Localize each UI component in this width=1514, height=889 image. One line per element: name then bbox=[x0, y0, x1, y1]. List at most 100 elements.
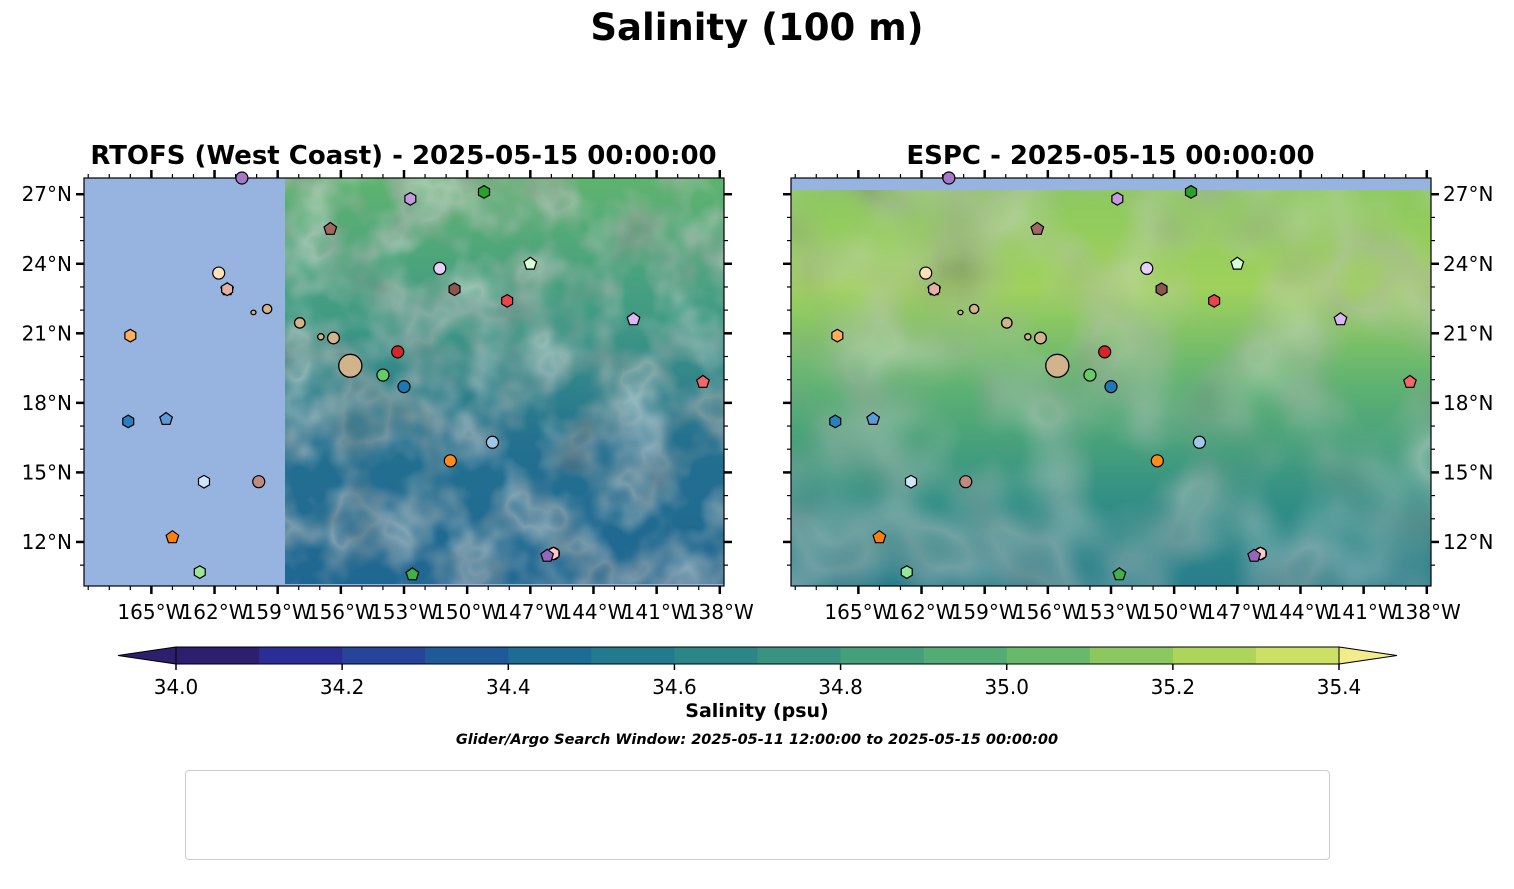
float-marker-2903863 bbox=[159, 411, 174, 425]
colorbar-tick-label: 34.6 bbox=[652, 675, 697, 699]
x-tick-label: 162°W bbox=[181, 600, 249, 624]
colorbar-tick-label: 34.8 bbox=[818, 675, 863, 699]
x-tick-label: 159°W bbox=[951, 600, 1019, 624]
x-tick-label: 150°W bbox=[1140, 600, 1208, 624]
float-marker-5905853 bbox=[376, 368, 390, 382]
float-marker-5906756 bbox=[540, 548, 555, 562]
float-marker-5906814 bbox=[1333, 312, 1348, 326]
y-tick-label: 27°N bbox=[22, 182, 72, 206]
float-marker-7901106 bbox=[928, 282, 941, 297]
float-marker-5906529 bbox=[501, 293, 514, 308]
float-marker-4903507 bbox=[919, 266, 933, 280]
chart-suptitle: Salinity (100 m) bbox=[590, 6, 924, 49]
y-tick-label: 21°N bbox=[22, 321, 72, 345]
float-marker-5906156 bbox=[523, 256, 538, 270]
x-tick-label: 147°W bbox=[496, 600, 564, 624]
y-tick-label: 24°N bbox=[22, 252, 72, 276]
float-marker-1902649 bbox=[397, 380, 411, 394]
colorbar-bin bbox=[591, 647, 675, 664]
float-marker-1902649 bbox=[1104, 380, 1118, 394]
y-tick-label: 15°N bbox=[1443, 460, 1493, 484]
float-marker-5906470 bbox=[1098, 345, 1112, 359]
island-2 bbox=[1024, 333, 1032, 341]
island-3 bbox=[1000, 317, 1013, 329]
y-tick-label: 18°N bbox=[1443, 391, 1493, 415]
legend bbox=[185, 770, 1330, 860]
float-marker-3902613 bbox=[124, 328, 137, 343]
float-marker-7901104 bbox=[252, 475, 266, 489]
float-marker-5907061 bbox=[448, 282, 461, 297]
float-marker-5906529 bbox=[1208, 293, 1221, 308]
float-marker-5906752 bbox=[1402, 374, 1417, 388]
float-marker-5904976 bbox=[477, 184, 491, 199]
float-marker-4903507 bbox=[212, 266, 226, 280]
float-marker-3902561 bbox=[1150, 454, 1164, 468]
island-1 bbox=[326, 331, 341, 345]
float-marker-2903868 bbox=[1192, 435, 1207, 449]
colorbar-bin bbox=[757, 647, 842, 664]
float-marker-5906815 bbox=[433, 261, 447, 276]
float-marker-2903452 bbox=[829, 414, 842, 429]
island-2 bbox=[317, 333, 325, 341]
x-tick-label: 165°W bbox=[117, 600, 185, 624]
hawaiian-islands-espc bbox=[957, 303, 1070, 378]
colorbar-tick-label: 35.2 bbox=[1151, 675, 1196, 699]
float-marker-5906095 bbox=[900, 565, 913, 580]
float-marker-5906470 bbox=[391, 345, 405, 359]
colorbar-tick-label: 34.4 bbox=[486, 675, 531, 699]
colorbar-bin bbox=[1172, 647, 1257, 664]
float-marker-5906156 bbox=[1230, 256, 1245, 270]
float-marker-5907061 bbox=[1155, 282, 1168, 297]
x-tick-label: 159°W bbox=[244, 600, 312, 624]
float-marker-3902613 bbox=[831, 328, 844, 343]
colorbar-bin bbox=[176, 647, 260, 664]
x-tick-label: 147°W bbox=[1203, 600, 1271, 624]
x-tick-label: 144°W bbox=[559, 600, 627, 624]
y-tick-label: 21°N bbox=[1443, 321, 1493, 345]
search-window-caption: Glider/Argo Search Window: 2025-05-11 12… bbox=[455, 732, 1059, 748]
x-tick-label: 138°W bbox=[1393, 600, 1461, 624]
float-marker-5906752 bbox=[695, 374, 710, 388]
float-marker-5906801 bbox=[942, 171, 956, 185]
colorbar-extend-high bbox=[1338, 646, 1398, 665]
y-tick-label: 12°N bbox=[1443, 530, 1493, 554]
float-marker-5905853 bbox=[1083, 368, 1097, 382]
float-marker-5906815 bbox=[1140, 261, 1154, 276]
float-marker-3902374 bbox=[872, 529, 887, 544]
x-tick-label: 150°W bbox=[433, 600, 501, 624]
x-tick-label: 138°W bbox=[686, 600, 754, 624]
float-marker-7901104 bbox=[959, 475, 973, 489]
float-marker-5905746 bbox=[405, 567, 420, 581]
axis-ticks: 165°W162°W159°W156°W153°W150°W147°W144°W… bbox=[22, 170, 1493, 624]
x-tick-label: 141°W bbox=[623, 600, 691, 624]
colorbar-bin bbox=[259, 647, 343, 664]
map-panel-espc bbox=[791, 178, 1431, 586]
float-marker-7900877 bbox=[1030, 221, 1045, 235]
island-1 bbox=[1033, 331, 1048, 345]
salinity-field-texture bbox=[285, 178, 724, 584]
island-4 bbox=[261, 303, 273, 315]
island-3 bbox=[293, 317, 306, 329]
island-5 bbox=[957, 309, 964, 316]
y-tick-label: 12°N bbox=[22, 530, 72, 554]
island-5 bbox=[250, 309, 257, 316]
float-marker-5906756 bbox=[1247, 548, 1262, 562]
x-tick-label: 165°W bbox=[824, 600, 892, 624]
colorbar-tick-label: 35.0 bbox=[984, 675, 1029, 699]
panel-title-rtofs: RTOFS (West Coast) - 2025-05-15 00:00:00 bbox=[90, 141, 717, 171]
float-marker-2903863 bbox=[866, 411, 881, 425]
colorbar-extend-low bbox=[117, 646, 177, 665]
x-tick-label: 153°W bbox=[370, 600, 438, 624]
x-tick-label: 156°W bbox=[1014, 600, 1082, 624]
island-4 bbox=[968, 303, 980, 315]
colorbar-label: Salinity (psu) bbox=[685, 700, 829, 722]
colorbar-bin bbox=[840, 647, 925, 664]
colorbar-bin bbox=[342, 647, 426, 664]
colorbar-bin bbox=[425, 647, 509, 664]
x-tick-label: 156°W bbox=[307, 600, 375, 624]
float-marker-3902374 bbox=[165, 529, 180, 544]
float-marker-5905746 bbox=[1112, 567, 1127, 581]
float-marker-3902561 bbox=[443, 454, 457, 468]
float-markers bbox=[122, 171, 1417, 581]
